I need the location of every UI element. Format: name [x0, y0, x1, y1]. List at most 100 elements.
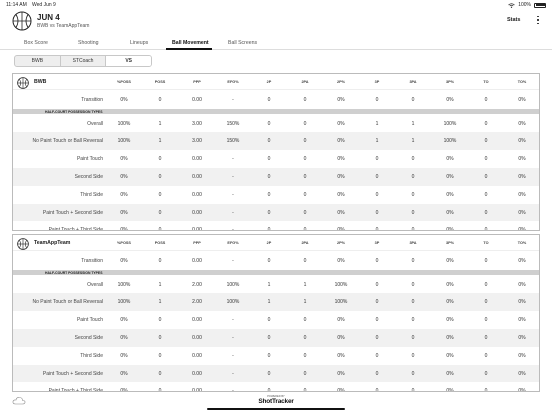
footer-brand: POWERED BY ShotTracker: [0, 394, 552, 414]
row-label: Paint Touch: [76, 156, 103, 163]
column-header[interactable]: PPP: [193, 241, 201, 245]
row-label: Second Side: [74, 334, 103, 341]
table-cell: 0: [267, 258, 271, 264]
table-cell: 0.00: [192, 191, 202, 198]
tab-lineups[interactable]: Lineups: [130, 40, 149, 46]
table-cell: 1: [375, 120, 379, 127]
column-header[interactable]: TO%: [517, 80, 527, 84]
table-cell: 1: [158, 299, 162, 306]
table-cell: 0%: [120, 191, 128, 198]
column-header[interactable]: 2P: [266, 241, 272, 245]
table-cell: -: [232, 352, 234, 359]
table-cell: 0: [375, 334, 379, 341]
column-header[interactable]: POSS: [154, 241, 166, 245]
table-cell: 0%: [120, 227, 128, 231]
table-row: No Paint Touch or Ball Reversal 100% 1 3.00…: [13, 132, 539, 151]
column-header[interactable]: POSS: [154, 80, 166, 84]
table-cell: 0: [484, 299, 488, 306]
more-vertical-icon[interactable]: [535, 14, 541, 26]
table-cell: 0%: [446, 299, 454, 306]
table-cell: 0: [375, 352, 379, 359]
basketball-icon: [17, 76, 29, 89]
column-header[interactable]: TO: [483, 80, 489, 84]
row-label: Third Side: [80, 352, 103, 359]
column-header[interactable]: PPP: [193, 80, 201, 84]
row-label: Transition: [81, 258, 103, 264]
column-header[interactable]: 2P%: [336, 241, 346, 245]
table-cell: 0%: [337, 173, 345, 180]
column-header[interactable]: 2PA: [301, 241, 309, 245]
segment-bwb[interactable]: BWB: [15, 56, 61, 66]
table-cell: 0%: [518, 352, 526, 359]
column-header[interactable]: 3P: [374, 80, 380, 84]
table-cell: 150%: [226, 120, 240, 127]
column-header[interactable]: TO%: [517, 241, 527, 245]
table-cell: 0: [375, 173, 379, 180]
table-cell: 0%: [518, 281, 526, 288]
team-panel-teamappteam[interactable]: TeamAppTeam %POSS POSS PPP EFG% 2P 2PA 2P% 3P 3PA…: [12, 234, 540, 392]
table-cell: 0: [411, 317, 415, 324]
column-header[interactable]: 3P%: [445, 80, 455, 84]
table-cell: 0%: [518, 334, 526, 341]
column-header[interactable]: EFG%: [227, 80, 239, 84]
tab-shooting[interactable]: Shooting: [78, 40, 99, 46]
table-cell: 0: [158, 173, 162, 180]
table-cell: 0%: [518, 227, 526, 231]
table-cell: 3.00: [192, 138, 202, 145]
table-cell: -: [232, 97, 234, 103]
column-header[interactable]: 3P: [374, 241, 380, 245]
table-cell: 0: [411, 299, 415, 306]
table-cell: -: [232, 227, 234, 231]
column-header[interactable]: 3PA: [409, 80, 417, 84]
column-header[interactable]: TO: [483, 241, 489, 245]
table-cell: 100%: [117, 299, 131, 306]
table-cell: 0: [303, 191, 307, 198]
row-label: No Paint Touch or Ball Reversal: [32, 138, 104, 145]
table-cell: 0%: [518, 317, 526, 324]
table-cell: 0: [411, 156, 415, 163]
table-cell: 0%: [120, 173, 128, 180]
powered-by-label: POWERED BY: [267, 395, 285, 398]
column-header[interactable]: %POSS: [117, 80, 131, 84]
table-cell: -: [232, 334, 234, 341]
section-header: HALF-COURT POSSESSION TYPES: [13, 109, 539, 114]
team-panel-bwb[interactable]: BWB %POSS POSS PPP EFG% 2P 2PA 2P% 3P 3PA 3P% TO TO%…: [12, 73, 540, 231]
tab-ball-movement[interactable]: Ball Movement: [172, 40, 209, 46]
table-cell: 0%: [446, 156, 454, 163]
cloud-icon[interactable]: [12, 396, 26, 405]
table-cell: 0: [158, 334, 162, 341]
tab-box-score[interactable]: Box Score: [24, 40, 48, 46]
table-cell: 1: [411, 138, 415, 145]
table-cell: 0%: [446, 97, 454, 103]
table-cell: 0: [303, 370, 307, 377]
table-cell: 0%: [518, 173, 526, 180]
table-cell: 0: [158, 258, 162, 264]
column-header[interactable]: 2P%: [336, 80, 346, 84]
table-cell: 0%: [446, 191, 454, 198]
home-indicator[interactable]: [207, 408, 345, 410]
status-time: 11:14 AM: [6, 2, 27, 8]
table-cell: 0: [484, 317, 488, 324]
tab-ball-screens[interactable]: Ball Screens: [228, 40, 258, 46]
column-header[interactable]: %POSS: [117, 241, 131, 245]
column-header[interactable]: 3P%: [445, 241, 455, 245]
table-cell: 100%: [443, 138, 457, 145]
column-header[interactable]: 3PA: [409, 241, 417, 245]
table-cell: 0: [158, 317, 162, 324]
stats-button[interactable]: Stats: [507, 17, 521, 23]
column-header[interactable]: 2P: [266, 80, 272, 84]
table-cell: 0%: [337, 191, 345, 198]
column-header[interactable]: EFG%: [227, 241, 239, 245]
table-cell: 0: [411, 97, 415, 103]
table-cell: 0%: [120, 388, 128, 392]
row-label: Third Side: [80, 191, 103, 198]
table-cell: 0.00: [192, 173, 202, 180]
table-cell: 0: [267, 120, 271, 127]
table-cell: 0.00: [192, 334, 202, 341]
column-header[interactable]: 2PA: [301, 80, 309, 84]
segment-stcoach[interactable]: STCoach: [61, 56, 107, 66]
table-cell: 0%: [446, 209, 454, 216]
row-label: Paint Touch + Third Side: [48, 388, 103, 392]
basketball-icon: [17, 237, 29, 250]
segment-vs[interactable]: VS: [106, 56, 151, 66]
